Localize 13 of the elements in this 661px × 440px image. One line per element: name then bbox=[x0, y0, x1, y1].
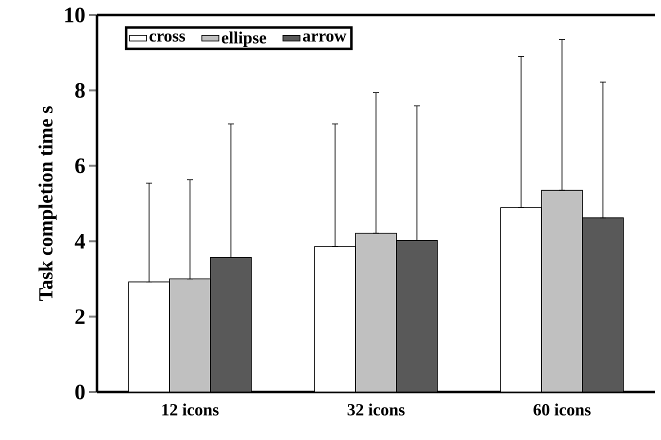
legend-label: ellipse bbox=[222, 32, 266, 47]
legend-label: cross bbox=[150, 33, 186, 42]
y-tick-label: 2 bbox=[75, 309, 85, 324]
y-tick-label: 8 bbox=[75, 82, 85, 98]
legend-label: arrow bbox=[302, 33, 346, 42]
y-axis-title: Task completion time s bbox=[38, 106, 57, 301]
y-tick-label: 0 bbox=[75, 384, 85, 400]
x-tick-label: 60 icons bbox=[534, 404, 591, 416]
x-tick-label: 32 icons bbox=[348, 404, 405, 416]
y-tick-label: 4 bbox=[74, 234, 86, 248]
x-tick-label: 12 icons bbox=[162, 404, 219, 416]
y-tick-label: 10 bbox=[65, 8, 85, 22]
y-tick-label: 6 bbox=[75, 158, 85, 174]
